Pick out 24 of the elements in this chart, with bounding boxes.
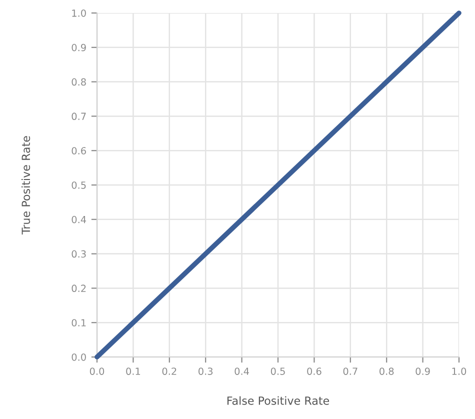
x-axis-title: False Positive Rate	[227, 396, 330, 405]
y-tick-label: 0.0	[72, 353, 86, 361]
x-tick-label: 0.2	[162, 368, 176, 375]
x-tick-label: 0.3	[198, 368, 213, 375]
y-tick-label: 0.1	[72, 319, 86, 326]
y-tick-label: 0.8	[72, 78, 86, 86]
y-tick-label: 0.6	[72, 147, 86, 154]
x-tick-label: 0.1	[126, 368, 140, 375]
y-tick-label: 0.4	[72, 216, 86, 224]
y-tick-label: 0.3	[72, 250, 86, 258]
y-axis-title: True Positive Rate	[21, 136, 30, 235]
y-tick-label: 0.5	[72, 181, 86, 189]
y-tick-label: 0.2	[72, 284, 86, 292]
x-tick-label: 0.9	[416, 368, 430, 375]
x-tick-label: 0.5	[270, 368, 285, 375]
y-tick-label: 1.0	[72, 9, 86, 17]
y-tick-label: 0.9	[72, 44, 86, 52]
x-tick-label: 0.8	[380, 368, 394, 375]
x-tick-label: 1.0	[452, 368, 466, 375]
y-tick-label: 0.7	[72, 112, 86, 120]
x-tick-label: 0.4	[234, 368, 249, 375]
x-tick-label: 0.7	[343, 368, 358, 375]
x-tick-label: 0.0	[90, 368, 104, 375]
x-tick-label: 0.6	[307, 368, 322, 375]
